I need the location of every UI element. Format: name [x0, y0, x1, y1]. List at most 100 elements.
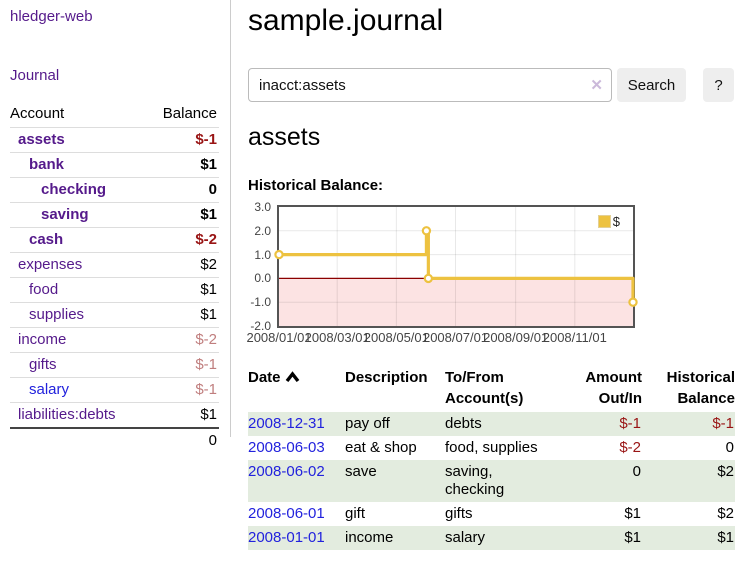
accounts-total-value: 0: [146, 427, 219, 453]
chart-legend: $: [597, 214, 620, 229]
account-balance: $-1: [146, 352, 219, 378]
transaction-row[interactable]: 2008-12-31 pay off debts $-1 $-1: [248, 412, 735, 436]
transaction-date-cell: 2008-12-31: [248, 412, 345, 436]
transaction-description: pay off: [345, 412, 445, 436]
data-point-marker: [628, 297, 638, 307]
accounts-header-account: Account: [10, 105, 65, 122]
transaction-date-cell: 2008-06-02: [248, 460, 345, 502]
chart-y-axis-labels: 3.0 2.0 1.0 0.0 -1.0 -2.0: [248, 200, 274, 333]
search-box: ✕: [248, 68, 612, 102]
transaction-amount: $-1: [580, 412, 642, 436]
account-rows: assets $-1 bank $1 checking 0 saving $1 cash $-2 e…: [10, 127, 219, 428]
search-button[interactable]: Search: [617, 68, 686, 102]
transaction-date-link[interactable]: 2008-06-01: [248, 505, 325, 522]
transaction-date-link[interactable]: 2008-06-03: [248, 439, 325, 456]
transaction-accounts: gifts: [445, 505, 473, 522]
transaction-balance: $2: [642, 460, 735, 502]
transactions-header-row: Date Description To/From Account(s) Amou…: [248, 366, 735, 412]
clear-search-icon[interactable]: ✕: [590, 77, 603, 94]
y-tick-label: 1.0: [254, 247, 271, 262]
chart-title: Historical Balance:: [248, 177, 384, 194]
transaction-rows: 2008-12-31 pay off debts $-1 $-1 2008-06-03 ea…: [248, 412, 735, 550]
y-tick-label: 2.0: [254, 223, 271, 238]
sidebar-account-cash[interactable]: cash: [29, 231, 64, 248]
transaction-date-cell: 2008-01-01: [248, 526, 345, 550]
account-balance: 0: [146, 177, 219, 203]
transaction-row[interactable]: 2008-01-01 income salary $1 $1: [248, 526, 735, 550]
legend-swatch-icon: [597, 215, 611, 228]
sidebar-account-supplies[interactable]: supplies: [29, 306, 85, 323]
column-header-description: Description: [345, 369, 428, 386]
search-form: ✕ Search ?: [248, 68, 735, 102]
sidebar: hledger-web Journal Account Balance asse…: [0, 0, 231, 453]
chart-x-axis-labels: 2008/01/01 2008/03/01 2008/05/01 2008/07/01…: [246, 330, 635, 346]
x-tick-label: 2008/11/01: [542, 330, 607, 345]
x-tick-label: 2008/09/01: [483, 330, 549, 345]
transaction-accounts: food, supplies: [445, 439, 538, 456]
transaction-date-cell: 2008-06-03: [248, 436, 345, 460]
account-row: saving $1: [10, 202, 219, 228]
account-balance: $-2: [146, 327, 219, 353]
account-balance: $1: [146, 152, 219, 178]
account-balance: $1: [146, 402, 219, 428]
y-tick-label: -2.0: [250, 319, 271, 333]
transaction-date-link[interactable]: 2008-01-01: [248, 529, 325, 546]
sidebar-account-assets[interactable]: assets: [18, 131, 65, 148]
transaction-amount: $1: [624, 505, 641, 522]
sidebar-item-journal[interactable]: Journal: [10, 67, 60, 84]
transaction-row[interactable]: 2008-06-03 eat & shop food, supplies $-2 0: [248, 436, 735, 460]
account-row: liabilities:debts $1: [10, 402, 219, 428]
account-row: expenses $2: [10, 252, 219, 278]
x-tick-label: 2008/07/01: [422, 330, 489, 345]
account-row: income $-2: [10, 327, 219, 353]
data-point-marker: [423, 273, 434, 284]
transaction-date-link[interactable]: 2008-06-02: [248, 463, 325, 480]
sidebar-account-income[interactable]: income: [18, 331, 67, 348]
transaction-amount: $-2: [619, 439, 641, 456]
account-balance: $-2: [146, 227, 219, 253]
column-header-amount: Amount Out/In: [585, 369, 642, 407]
account-heading: assets: [248, 123, 321, 151]
sidebar-account-food[interactable]: food: [29, 281, 59, 298]
account-row: gifts $-1: [10, 352, 219, 378]
sidebar-account-gifts[interactable]: gifts: [29, 356, 57, 373]
transaction-row[interactable]: 2008-06-02 save saving, checking 0 $2: [248, 460, 735, 502]
account-row: checking 0: [10, 177, 219, 203]
account-row: assets $-1: [10, 127, 219, 153]
sidebar-account-liabilities-debts[interactable]: liabilities:debts: [18, 406, 116, 423]
y-tick-label: 3.0: [254, 200, 271, 214]
account-row: supplies $1: [10, 302, 219, 328]
sidebar-account-bank[interactable]: bank: [29, 156, 65, 173]
accounts-header-balance: Balance: [162, 105, 217, 122]
account-balance: $-1: [146, 377, 219, 403]
transactions-table: Date Description To/From Account(s) Amou…: [248, 366, 735, 550]
app-title-link[interactable]: hledger-web: [10, 8, 93, 25]
account-row: cash $-2: [10, 227, 219, 253]
transaction-balance: $-1: [642, 412, 735, 436]
account-balance: $-1: [146, 127, 219, 153]
transaction-description: save: [345, 460, 445, 502]
data-point-marker: [421, 226, 432, 236]
x-tick-label: 2008/01/01: [246, 330, 312, 345]
legend-label: $: [612, 214, 620, 229]
transaction-date-cell: 2008-06-01: [248, 502, 345, 526]
transaction-date-link[interactable]: 2008-12-31: [248, 415, 325, 432]
accounts-total-row: 0: [10, 427, 219, 453]
column-header-accounts: To/From Account(s): [445, 369, 524, 407]
accounts-table: Account Balance assets $-1 bank $1 checking 0…: [10, 103, 219, 453]
account-row: food $1: [10, 277, 219, 303]
transaction-row[interactable]: 2008-06-01 gift gifts $1 $2: [248, 502, 735, 526]
sidebar-account-saving[interactable]: saving: [41, 206, 89, 223]
transaction-accounts: saving, checking: [445, 460, 580, 502]
chart-plot-area: $: [274, 205, 638, 328]
x-tick-label: 2008/03/01: [304, 330, 370, 345]
x-tick-label: 2008/05/01: [363, 330, 429, 345]
transaction-description: eat & shop: [345, 439, 417, 456]
sidebar-account-expenses[interactable]: expenses: [18, 256, 83, 273]
sidebar-account-checking[interactable]: checking: [41, 181, 107, 198]
sidebar-account-salary[interactable]: salary: [29, 381, 70, 398]
search-input[interactable]: [248, 68, 612, 102]
column-header-date[interactable]: Date: [248, 366, 345, 412]
help-button[interactable]: ?: [703, 68, 734, 102]
transaction-accounts: salary: [445, 526, 580, 550]
